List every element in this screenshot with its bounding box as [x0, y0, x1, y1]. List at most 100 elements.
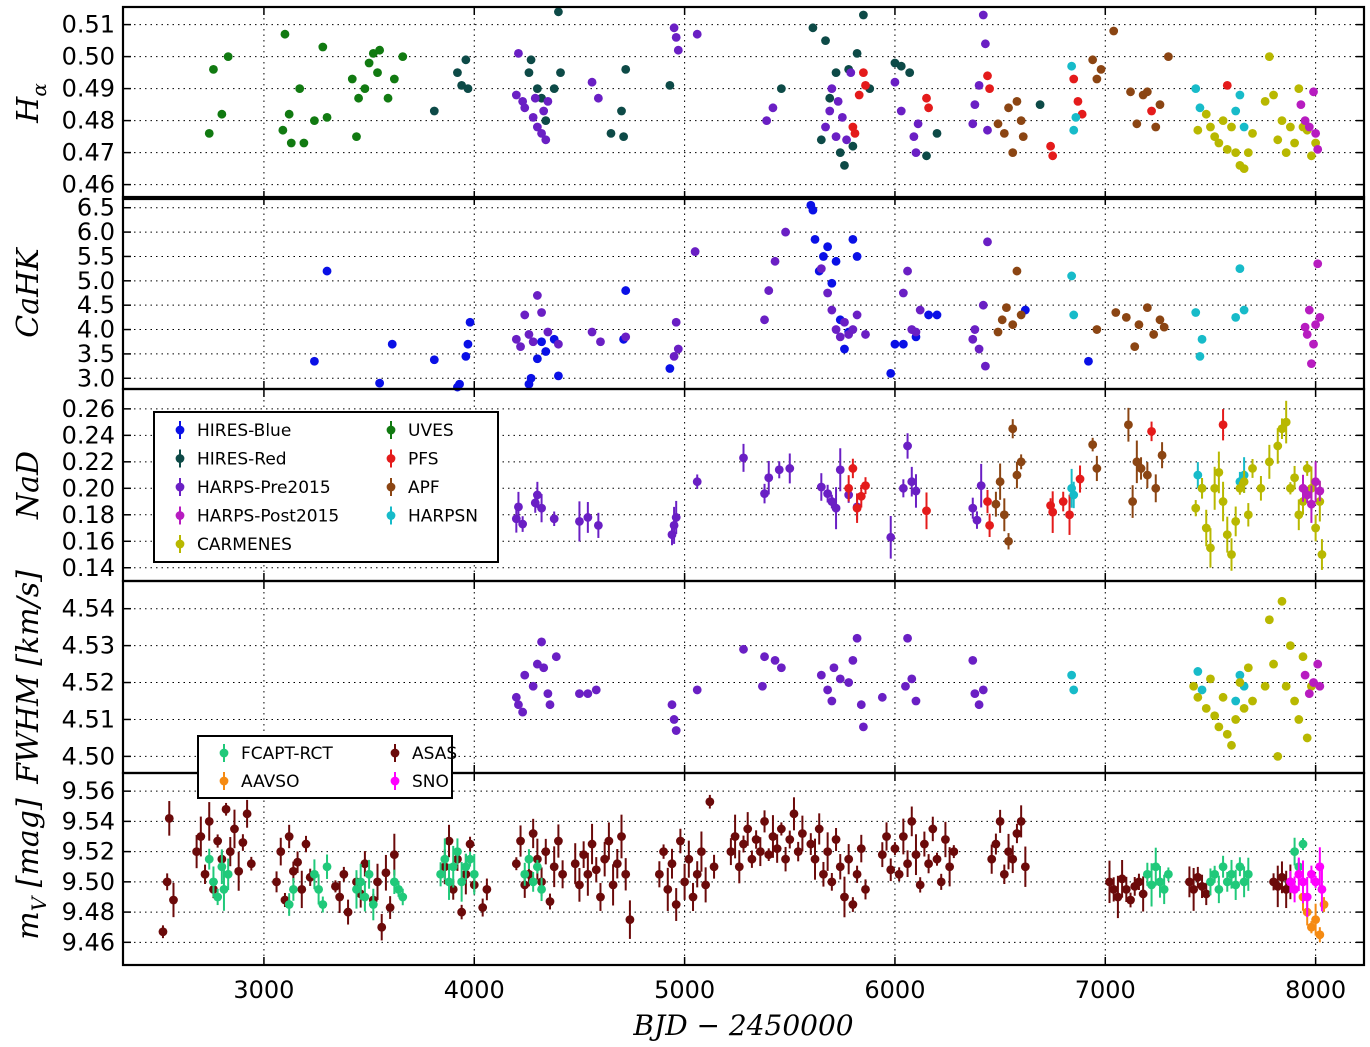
data-point: [701, 880, 711, 890]
legend-label: PFS: [408, 450, 439, 470]
data-point: [1132, 119, 1142, 129]
series-harps-post2015: [1300, 659, 1325, 699]
data-point: [1121, 312, 1131, 322]
data-point: [1309, 87, 1318, 97]
data-point: [850, 129, 860, 138]
data-point: [827, 696, 837, 706]
data-point: [1264, 615, 1274, 625]
data-point: [1281, 148, 1291, 158]
series-hires-blue: [310, 200, 1093, 392]
legend-entry: ASAS: [390, 744, 457, 764]
data-point: [970, 689, 980, 699]
data-point: [915, 305, 925, 315]
data-point: [575, 880, 584, 890]
legend-entry: PFS: [386, 449, 439, 470]
data-point: [1117, 874, 1127, 884]
data-point: [352, 132, 361, 142]
data-point: [861, 885, 870, 894]
data-point: [823, 685, 833, 695]
data-point: [1294, 84, 1304, 93]
data-point: [1235, 90, 1245, 100]
data-point: [575, 517, 584, 526]
data-point: [970, 325, 980, 334]
data-point: [692, 685, 702, 695]
data-point: [877, 692, 887, 702]
data-point: [444, 877, 454, 887]
data-point: [945, 862, 955, 872]
data-point: [1311, 915, 1321, 925]
data-point: [1273, 135, 1283, 145]
data-point: [558, 869, 568, 879]
legend-frame: [197, 735, 453, 799]
data-point: [1239, 477, 1249, 487]
data-point: [781, 227, 790, 237]
data-point: [995, 477, 1005, 487]
data-point: [1298, 877, 1308, 887]
data-point: [654, 869, 664, 879]
data-point: [1193, 125, 1203, 135]
data-point: [1302, 464, 1312, 473]
y-tick-label: 9.56: [62, 777, 115, 805]
data-point: [856, 700, 866, 710]
data-point: [1264, 52, 1274, 61]
data-point: [1067, 61, 1077, 71]
data-point: [310, 116, 319, 125]
data-point: [974, 700, 984, 710]
data-point: [453, 68, 462, 77]
data-point: [1214, 722, 1224, 732]
data-point: [528, 829, 538, 838]
data-point: [1296, 100, 1306, 109]
data-point: [532, 862, 542, 872]
data-point: [234, 866, 244, 876]
data-point: [806, 839, 816, 849]
data-point: [1239, 122, 1249, 132]
data-point: [532, 122, 542, 132]
data-point: [398, 52, 408, 61]
data-point: [1227, 550, 1236, 559]
data-point: [364, 58, 374, 68]
data-point: [903, 633, 912, 643]
y-tick-label: 0.49: [62, 75, 115, 103]
data-point: [997, 315, 1007, 325]
data-point: [192, 847, 202, 857]
series-harpsn: [1067, 264, 1249, 361]
data-point: [837, 113, 847, 122]
data-point: [1269, 659, 1278, 669]
data-point: [541, 347, 551, 356]
data-point: [827, 84, 837, 93]
data-point: [1231, 715, 1241, 724]
data-point: [482, 885, 492, 894]
data-point: [1231, 517, 1241, 526]
data-point: [318, 42, 328, 52]
data-point: [697, 847, 706, 857]
data-point: [549, 84, 559, 93]
data-point: [356, 877, 366, 887]
data-point: [1136, 464, 1146, 473]
data-point: [739, 453, 748, 463]
data-point: [1002, 303, 1011, 313]
data-point: [898, 483, 908, 493]
data-point: [556, 68, 565, 77]
data-point: [680, 877, 690, 887]
data-point: [1302, 733, 1312, 743]
data-point: [1227, 740, 1236, 750]
data-point: [886, 532, 896, 542]
y-tick-label: 9.54: [62, 807, 115, 835]
data-point: [219, 885, 229, 894]
y-tick-label: 5.5: [77, 242, 115, 270]
data-point: [1058, 497, 1068, 506]
data-point: [158, 927, 168, 937]
data-point: [919, 839, 929, 849]
data-point: [1273, 441, 1283, 451]
data-point: [1315, 486, 1325, 496]
data-point: [797, 829, 807, 838]
data-point: [593, 520, 603, 530]
data-point: [524, 330, 534, 339]
y-tick-label: 9.50: [62, 868, 115, 896]
data-point: [852, 252, 862, 261]
data-point: [1084, 356, 1093, 366]
data-point: [911, 148, 921, 158]
data-point: [968, 334, 978, 344]
data-point: [911, 850, 921, 860]
data-point: [518, 707, 528, 717]
